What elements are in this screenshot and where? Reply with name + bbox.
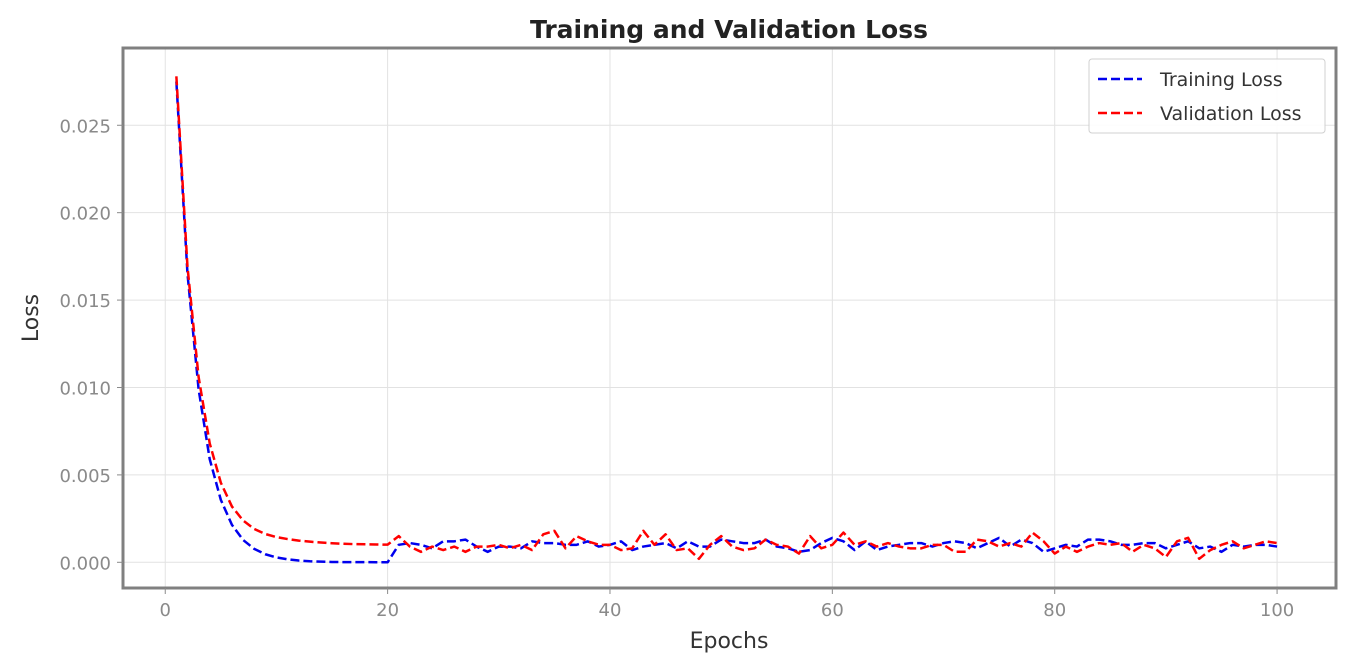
x-tick-label: 80	[1043, 600, 1066, 621]
plot-frame	[121, 46, 1338, 590]
y-tick-label: 0.020	[59, 204, 111, 225]
y-axis-label: Loss	[19, 294, 44, 342]
y-tick-label: 0.005	[59, 466, 111, 487]
training-loss-line	[175, 81, 1278, 564]
y-tick-label: 0.010	[59, 378, 111, 399]
x-tick-label: 60	[821, 600, 844, 621]
y-tick-label: 0.000	[59, 553, 111, 574]
x-axis-label: Epochs	[690, 629, 769, 654]
x-tick-label: 20	[376, 600, 399, 621]
validation-loss-line	[175, 76, 1278, 561]
y-tick-label: 0.025	[59, 116, 111, 137]
legend-box	[1088, 58, 1326, 134]
legend-label-validation: Validation Loss	[1160, 103, 1302, 125]
chart-title: Training and Validation Loss	[530, 15, 928, 44]
x-tick-label: 0	[160, 600, 171, 621]
y-tick-label: 0.015	[59, 291, 111, 312]
x-tick-label: 100	[1260, 600, 1294, 621]
series-lines	[175, 76, 1278, 564]
axis-ticks: 0 20 40 60 80 100 0.000 0.005 0.010 0.015 0.020 0.0…	[59, 116, 1294, 621]
legend: Training Loss Validation Loss	[1088, 58, 1326, 134]
x-tick-label: 40	[599, 600, 622, 621]
legend-label-training: Training Loss	[1159, 69, 1283, 91]
